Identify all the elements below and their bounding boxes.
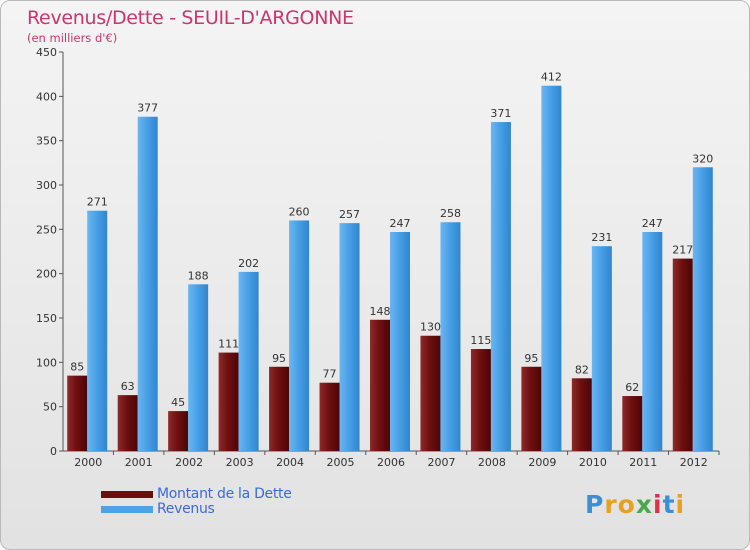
x-tick-label: 2000 (74, 456, 102, 469)
bar-revenus (490, 122, 511, 452)
value-label-dette: 111 (218, 338, 239, 351)
value-label-revenus: 271 (87, 196, 108, 209)
bar-revenus (390, 231, 410, 451)
y-tick-label: 150 (36, 312, 57, 325)
bar-dette (420, 335, 441, 451)
y-tick-label: 300 (36, 179, 57, 192)
bar-dette (319, 382, 340, 451)
x-tick-label: 2003 (226, 456, 254, 469)
bar-revenus (87, 210, 108, 451)
value-label-revenus: 247 (390, 217, 411, 230)
value-label-revenus: 412 (541, 71, 562, 84)
logo-letter: x (635, 490, 653, 519)
x-tick-label: 2010 (579, 456, 607, 469)
bar-dette (622, 396, 643, 451)
value-label-dette: 217 (672, 244, 693, 257)
value-label-dette: 148 (370, 305, 391, 318)
value-label-dette: 95 (524, 352, 538, 365)
value-label-dette: 62 (625, 381, 639, 394)
y-tick-label: 400 (36, 90, 57, 103)
bar-revenus (137, 116, 158, 451)
value-label-revenus: 188 (188, 269, 209, 282)
logo-letter: o (617, 490, 636, 519)
bar-dette (218, 352, 239, 451)
bar-dette (470, 349, 491, 451)
chart-title: Revenus/Dette - SEUIL-D'ARGONNE (27, 7, 354, 29)
value-label-revenus: 377 (137, 102, 158, 115)
legend-swatch-revenus (101, 506, 153, 513)
y-tick-label: 200 (36, 268, 57, 281)
logo-letter: i (653, 490, 663, 519)
bar-revenus (642, 231, 663, 451)
value-label-revenus: 257 (339, 208, 360, 221)
legend-label-dette: Montant de la Dette (157, 486, 292, 502)
value-label-dette: 82 (575, 363, 589, 376)
bar-revenus (289, 220, 310, 451)
x-tick-label: 2006 (377, 456, 405, 469)
bar-revenus (541, 85, 562, 452)
value-label-dette: 85 (70, 361, 84, 374)
y-tick-label: 350 (36, 135, 57, 148)
value-label-dette: 45 (171, 396, 185, 409)
bar-dette (269, 366, 290, 451)
bar-revenus (440, 222, 461, 451)
value-label-dette: 63 (121, 380, 135, 393)
value-label-revenus: 247 (642, 217, 663, 230)
value-label-dette: 77 (323, 368, 337, 381)
value-label-dette: 130 (420, 321, 441, 334)
y-tick-label: 50 (43, 401, 57, 414)
x-tick-label: 2001 (125, 456, 153, 469)
x-tick-label: 2005 (327, 456, 355, 469)
value-label-dette: 115 (470, 334, 491, 347)
x-tick-label: 2008 (478, 456, 506, 469)
logo-letter: P (585, 490, 605, 519)
bar-revenus (339, 223, 360, 451)
x-tick-label: 2012 (680, 456, 708, 469)
value-label-revenus: 320 (692, 152, 713, 165)
x-tick-label: 2007 (427, 456, 455, 469)
value-label-revenus: 231 (591, 231, 612, 244)
bar-dette (571, 378, 592, 451)
y-tick-label: 450 (36, 46, 57, 59)
x-tick-label: 2009 (528, 456, 556, 469)
logo-letter: t (662, 490, 676, 519)
bar-dette (521, 366, 542, 451)
value-label-dette: 95 (272, 352, 286, 365)
y-tick-label: 100 (36, 356, 57, 369)
value-label-revenus: 258 (440, 207, 461, 220)
logo-letter: r (604, 490, 618, 519)
bar-revenus (692, 167, 713, 451)
y-tick-label: 0 (50, 445, 57, 458)
value-label-revenus: 202 (238, 257, 259, 270)
bar-dette (67, 375, 88, 451)
x-tick-label: 2002 (175, 456, 203, 469)
bar-revenus (591, 246, 612, 451)
bar-revenus (188, 284, 209, 451)
value-label-revenus: 260 (289, 205, 310, 218)
proxiti-logo: Proxiti (585, 490, 685, 519)
legend-swatch-dette (101, 491, 153, 498)
bar-revenus (238, 271, 259, 451)
bar-dette (168, 411, 189, 451)
bar-dette (672, 258, 693, 451)
bar-dette (370, 319, 390, 451)
bar-dette (117, 395, 138, 451)
x-tick-label: 2004 (276, 456, 304, 469)
logo-letter: i (675, 490, 686, 519)
chart-subtitle: (en milliers d'€) (27, 31, 118, 45)
y-tick-label: 250 (36, 223, 57, 236)
x-tick-label: 2011 (629, 456, 657, 469)
legend-label-revenus: Revenus (157, 501, 215, 517)
value-label-revenus: 371 (490, 107, 511, 120)
